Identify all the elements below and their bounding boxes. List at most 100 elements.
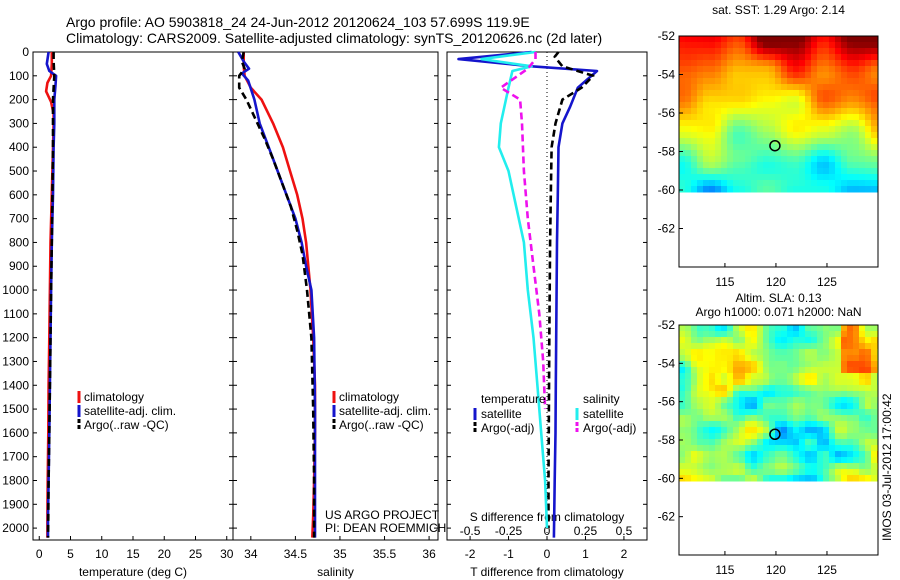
sst_map-cell [865,96,872,103]
sst_map-cell [817,186,824,193]
sla_map-cell [841,403,848,410]
sst_map-cell [763,48,770,55]
sla_map-cell [727,331,734,338]
sla_map-cell [811,379,818,386]
sst_map-cell [715,60,722,67]
sst_map-cell [745,114,752,121]
sst_map-cell [709,72,716,79]
sst_map-cell [709,162,716,169]
sst_map-cell [841,132,848,139]
sla_map-cell [799,415,806,422]
sst_map-cell [751,42,758,49]
sla_map-cell [799,325,806,332]
sla_map-cell [859,385,866,392]
sst_map-cell [781,114,788,121]
sla_map-cell [757,385,764,392]
sla_map-cell [679,469,686,476]
sla_map-cell [775,325,782,332]
sla_map-cell [685,421,692,428]
sst_map-cell [703,132,710,139]
sla_map-cell [871,469,878,476]
sst_map-cell [745,174,752,181]
salinity-xtick-label: 35 [333,547,347,561]
sst_map-cell [841,180,848,187]
sla_map-cell [685,355,692,362]
sst_map-cell [871,102,878,109]
sst_map-cell [745,42,752,49]
sla_map-cell [787,331,794,338]
sst_map-cell [847,60,854,67]
sla_map-cell [817,421,824,428]
sst_map-cell [871,60,878,67]
sla_map-cell [859,325,866,332]
sla_map-cell [769,343,776,350]
sla_map-cell [697,433,704,440]
sst_map-cell [739,60,746,67]
sla_map-cell [835,421,842,428]
sdiff-tick-label: 0.25 [574,524,598,538]
sla_map-cell [703,439,710,446]
sst_map-cell [775,174,782,181]
sst_map-cell [721,174,728,181]
sla_map-cell [847,403,854,410]
sla_map-cell [853,325,860,332]
sst_map-cell [685,186,692,193]
sla_map-cell [847,343,854,350]
sla_map-cell [721,421,728,428]
sst_map-cell [775,168,782,175]
temperature-xtick-label: 5 [67,547,74,561]
sst_map-cell [775,126,782,133]
sst_map-cell [757,84,764,91]
salinity-series-satellite-adj-clim- [237,51,317,538]
sst_map-cell [799,126,806,133]
sst_map-cell [745,144,752,151]
sla_map-cell [781,331,788,338]
sst_map-cell [847,54,854,61]
sst_map-cell [829,60,836,67]
sla_map-cell [847,391,854,398]
sst_map-cell [751,108,758,115]
sst_map-cell [751,144,758,151]
sla_map-cell [793,397,800,404]
sla_map-cell [751,427,758,434]
sst_map-cell [865,66,872,73]
sla_map-cell [847,427,854,434]
sla_map-cell [835,463,842,470]
sla_map-cell [769,337,776,344]
sst_map-cell [727,42,734,49]
sla_map-cell [775,361,782,368]
sst_map-cell [763,174,770,181]
sst_map-cell [775,66,782,73]
sst_map-cell [745,78,752,85]
sst_map-cell [787,102,794,109]
sla_map-cell [745,379,752,386]
sla_map-cell [787,433,794,440]
sla_map-cell [769,421,776,428]
sst_map-cell [697,120,704,127]
sla_map-cell [769,373,776,380]
sla_map-cell [871,439,878,446]
sst_map-cell [757,90,764,97]
sst_map-cell [715,150,722,157]
sla_map-cell [751,463,758,470]
sla_map-cell [739,373,746,380]
sla_map-cell [781,439,788,446]
sst_map-cell [733,96,740,103]
sst_map-cell [805,174,812,181]
sst_map-cell [841,42,848,49]
sla_map-cell [871,445,878,452]
sst_map-cell [715,120,722,127]
sla_map-cell [871,349,878,356]
sla_map-cell [721,403,728,410]
sla_map-cell [697,391,704,398]
sla_map-cell [685,457,692,464]
sst_map-cell [685,36,692,43]
sst_map-cell [679,168,686,175]
sst_map-cell [733,138,740,145]
sla_map-cell [775,397,782,404]
sla_map-cell [853,367,860,374]
sst_map-cell [715,42,722,49]
sla_map-cell [739,355,746,362]
sla_map-cell [685,439,692,446]
sst_map-cell [799,60,806,67]
